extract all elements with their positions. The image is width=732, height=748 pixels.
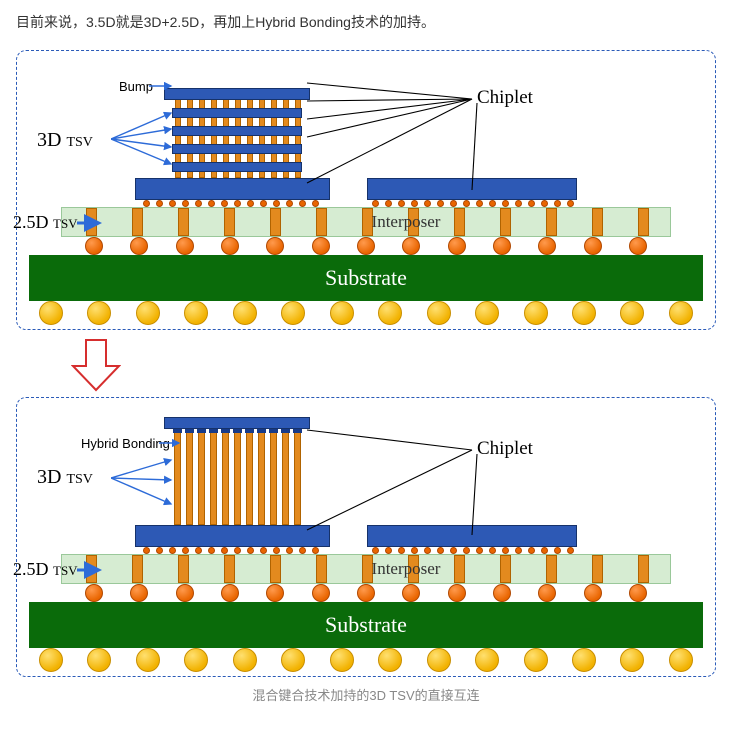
diagram-panel-top: Substrate Interposer (16, 50, 716, 330)
arrow-3d-tsv-2 (111, 456, 181, 526)
chiplet-3d-stack (172, 90, 302, 178)
label-25d-tsv: 2.5D TSV (13, 212, 78, 233)
figure-caption: 混合键合技术加持的3D TSV的直接互连 (16, 685, 716, 704)
arrow-bump (149, 79, 177, 93)
arrow-hybrid-bonding (159, 436, 185, 450)
label-hybrid-bonding: Hybrid Bonding (81, 436, 170, 451)
diagram-panel-bottom: Substrate Interposer 3D TSV (16, 397, 716, 677)
interposer-layer-2: Interposer (61, 554, 671, 584)
substrate-label: Substrate (325, 265, 407, 291)
interposer-tsv-row-2 (62, 555, 670, 583)
substrate-layer: Substrate (29, 255, 703, 301)
c4-bump-row-2 (85, 584, 647, 602)
intro-text: 目前来说，3.5D就是3D+2.5D，再加上Hybrid Bonding技术的加… (16, 12, 716, 32)
chiplet-3d-stack-hybrid (172, 429, 302, 525)
arrow-3d-tsv (111, 109, 181, 179)
arrow-25d-tsv (77, 213, 105, 233)
arrows-chiplet-2 (297, 420, 497, 555)
interposer-label-2: Interposer (372, 559, 441, 579)
solder-ball-row-bottom-2 (39, 648, 693, 672)
label-25d-tsv-2: 2.5D TSV (13, 559, 78, 580)
substrate-label-2: Substrate (325, 612, 407, 638)
interposer-layer: Interposer (61, 207, 671, 237)
label-3d-tsv: 3D TSV (37, 129, 93, 152)
arrow-25d-tsv-2 (77, 560, 105, 580)
label-bump: Bump (119, 79, 153, 94)
microbump-row-left-2 (143, 547, 319, 554)
solder-ball-row-bottom (39, 301, 693, 325)
interposer-label: Interposer (372, 212, 441, 232)
arrows-chiplet (297, 75, 497, 210)
microbump-row-left (143, 200, 319, 207)
label-3d-tsv-2: 3D TSV (37, 466, 93, 489)
transition-arrow-icon (71, 338, 121, 393)
c4-bump-row (85, 237, 647, 255)
substrate-layer-2: Substrate (29, 602, 703, 648)
interposer-tsv-row (62, 208, 670, 236)
